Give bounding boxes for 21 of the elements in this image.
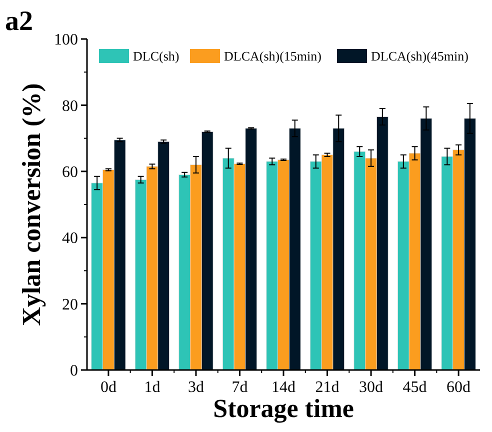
y-tick-label: 80 xyxy=(62,98,78,115)
y-tick-label: 0 xyxy=(70,362,78,380)
legend-label: DLC(sh) xyxy=(133,48,180,64)
x-tick-label: 7d xyxy=(232,379,248,396)
y-tick-label: 20 xyxy=(62,296,78,314)
x-tick-label: 45d xyxy=(402,379,427,396)
x-tick-label: 1d xyxy=(144,379,160,396)
x-tick-label: 3d xyxy=(188,379,204,396)
y-tick-label: 100 xyxy=(54,32,78,49)
x-tick-label: 14d xyxy=(272,379,296,396)
y-tick-label: 40 xyxy=(62,230,78,248)
x-tick-label: 60d xyxy=(446,379,471,396)
legend-label: DLCA(sh)(15min) xyxy=(224,48,322,64)
x-axis-title: Storage time xyxy=(213,394,354,423)
legend-label: DLCA(sh)(45min) xyxy=(371,48,468,64)
x-tick-label: 0d xyxy=(100,379,116,396)
y-tick-label: 60 xyxy=(62,164,78,181)
x-tick-label: 30d xyxy=(359,379,384,396)
chart-title: a2 xyxy=(5,6,33,37)
x-tick-label: 21d xyxy=(315,379,340,396)
y-axis-title: Xylan conversion (%) xyxy=(17,83,46,326)
